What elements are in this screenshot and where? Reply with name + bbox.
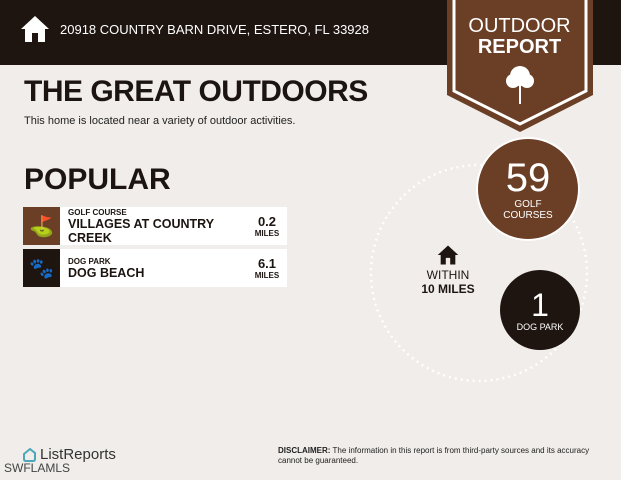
radius-circle xyxy=(369,163,589,383)
listreports-logo: ListReports xyxy=(22,446,116,463)
radius-label: WITHIN 10 MILES xyxy=(421,268,475,296)
disclaimer: DISCLAIMER: The information in this repo… xyxy=(278,446,590,465)
list-item[interactable]: 🐾 DOG PARK DOG BEACH 6.1 MILES xyxy=(23,249,287,287)
logo-icon xyxy=(23,447,36,462)
paw-icon: 🐾 xyxy=(23,249,60,287)
home-icon xyxy=(437,245,459,265)
item-unit: MILES xyxy=(254,229,280,238)
item-distance: 6.1 xyxy=(257,256,277,271)
page-subtitle: This home is located near a variety of o… xyxy=(24,115,296,127)
popular-heading: POPULAR xyxy=(24,163,171,196)
list-item[interactable]: ⛳ GOLF COURSE VILLAGES AT COUNTRY CREEK 0… xyxy=(23,207,287,245)
item-category: GOLF COURSE xyxy=(68,207,127,217)
item-unit: MILES xyxy=(254,271,280,280)
mls-label: SWFLAMLS xyxy=(4,461,71,475)
item-distance: 0.2 xyxy=(257,214,277,229)
outdoor-report-badge xyxy=(447,0,593,132)
badge-line2: REPORT xyxy=(477,36,562,58)
item-category: DOG PARK xyxy=(68,256,111,266)
golf-bag-icon: ⛳ xyxy=(23,207,60,245)
item-name: DOG BEACH xyxy=(68,265,145,280)
golf-count-circle: 59 GOLF COURSES xyxy=(476,137,580,241)
item-name: VILLAGES AT COUNTRY CREEK xyxy=(68,216,214,245)
badge-line1: OUTDOOR xyxy=(468,15,571,37)
property-address: 20918 COUNTRY BARN DRIVE, ESTERO, FL 339… xyxy=(60,22,369,37)
page-title: THE GREAT OUTDOORS xyxy=(24,75,368,108)
tree-icon xyxy=(506,66,534,104)
home-icon xyxy=(21,16,49,42)
dog-park-count-circle: 1 DOG PARK xyxy=(500,270,580,350)
